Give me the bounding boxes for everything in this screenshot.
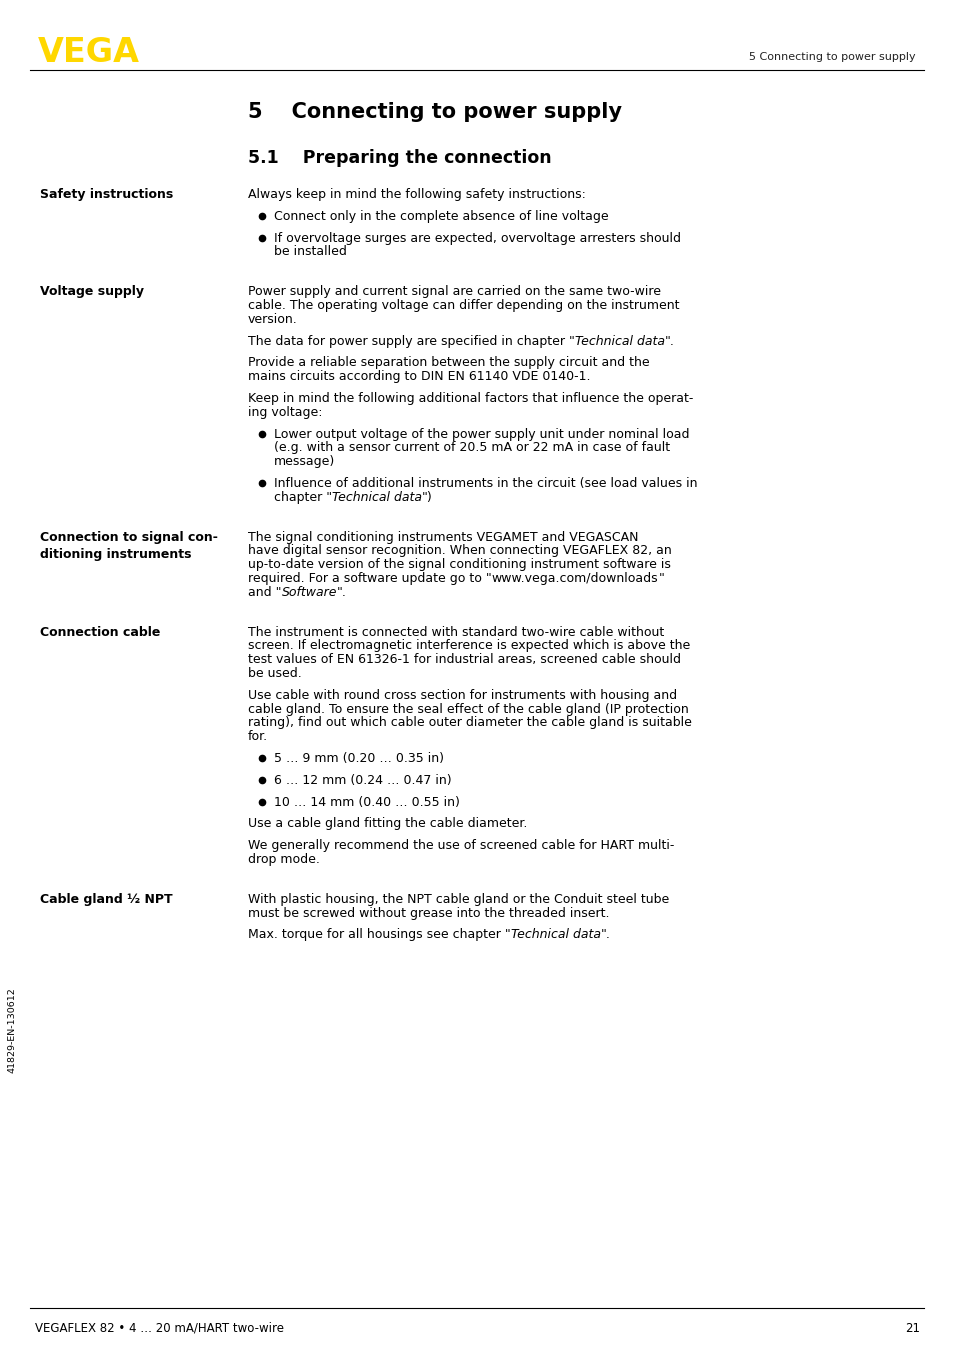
Text: 21: 21 xyxy=(904,1322,919,1335)
Text: Voltage supply: Voltage supply xyxy=(40,286,144,298)
Text: Always keep in mind the following safety instructions:: Always keep in mind the following safety… xyxy=(248,188,585,200)
Text: Software: Software xyxy=(281,586,336,598)
Text: Technical data: Technical data xyxy=(575,334,664,348)
Text: 5    Connecting to power supply: 5 Connecting to power supply xyxy=(248,102,621,122)
Text: ": " xyxy=(658,571,663,585)
Text: 6 … 12 mm (0.24 … 0.47 in): 6 … 12 mm (0.24 … 0.47 in) xyxy=(274,773,451,787)
Text: message): message) xyxy=(274,455,335,468)
Text: cable. The operating voltage can differ depending on the instrument: cable. The operating voltage can differ … xyxy=(248,299,679,311)
Text: Connect only in the complete absence of line voltage: Connect only in the complete absence of … xyxy=(274,210,608,223)
Text: 10 … 14 mm (0.40 … 0.55 in): 10 … 14 mm (0.40 … 0.55 in) xyxy=(274,796,459,808)
Text: The signal conditioning instruments VEGAMET and VEGASCAN: The signal conditioning instruments VEGA… xyxy=(248,531,638,543)
Text: The instrument is connected with standard two-wire cable without: The instrument is connected with standar… xyxy=(248,626,663,639)
Text: Power supply and current signal are carried on the same two-wire: Power supply and current signal are carr… xyxy=(248,286,660,298)
Text: 5.1    Preparing the connection: 5.1 Preparing the connection xyxy=(248,149,551,167)
Text: 5 Connecting to power supply: 5 Connecting to power supply xyxy=(749,51,915,62)
Text: We generally recommend the use of screened cable for HART multi-: We generally recommend the use of screen… xyxy=(248,839,674,852)
Text: Lower output voltage of the power supply unit under nominal load: Lower output voltage of the power supply… xyxy=(274,428,689,440)
Text: Technical data: Technical data xyxy=(332,490,421,504)
Text: rating), find out which cable outer diameter the cable gland is suitable: rating), find out which cable outer diam… xyxy=(248,716,691,730)
Text: screen. If electromagnetic interference is expected which is above the: screen. If electromagnetic interference … xyxy=(248,639,690,653)
Text: The data for power supply are specified in chapter ": The data for power supply are specified … xyxy=(248,334,575,348)
Text: must be screwed without grease into the threaded insert.: must be screwed without grease into the … xyxy=(248,907,609,919)
Text: Technical data: Technical data xyxy=(510,929,600,941)
Text: up-to-date version of the signal conditioning instrument software is: up-to-date version of the signal conditi… xyxy=(248,558,670,571)
Text: ".: ". xyxy=(600,929,610,941)
Text: VEGAFLEX 82 • 4 … 20 mA/HART two-wire: VEGAFLEX 82 • 4 … 20 mA/HART two-wire xyxy=(35,1322,284,1335)
Text: be installed: be installed xyxy=(274,245,347,259)
Text: (e.g. with a sensor current of 20.5 mA or 22 mA in case of fault: (e.g. with a sensor current of 20.5 mA o… xyxy=(274,441,669,455)
Text: If overvoltage surges are expected, overvoltage arresters should: If overvoltage surges are expected, over… xyxy=(274,232,680,245)
Text: With plastic housing, the NPT cable gland or the Conduit steel tube: With plastic housing, the NPT cable glan… xyxy=(248,892,669,906)
Text: have digital sensor recognition. When connecting VEGAFLEX 82, an: have digital sensor recognition. When co… xyxy=(248,544,671,558)
Text: required. For a software update go to ": required. For a software update go to " xyxy=(248,571,491,585)
Text: for.: for. xyxy=(248,730,268,743)
Text: "): ") xyxy=(421,490,433,504)
Text: Keep in mind the following additional factors that influence the operat-: Keep in mind the following additional fa… xyxy=(248,393,693,405)
Text: mains circuits according to DIN EN 61140 VDE 0140-1.: mains circuits according to DIN EN 61140… xyxy=(248,370,590,383)
Text: and ": and " xyxy=(248,586,281,598)
Text: Safety instructions: Safety instructions xyxy=(40,188,173,200)
Text: 41829-EN-130612: 41829-EN-130612 xyxy=(8,987,16,1072)
Text: be used.: be used. xyxy=(248,668,301,680)
Text: Use cable with round cross section for instruments with housing and: Use cable with round cross section for i… xyxy=(248,689,677,701)
Text: version.: version. xyxy=(248,313,297,326)
Text: VEGA: VEGA xyxy=(38,35,140,69)
Text: ".: ". xyxy=(336,586,347,598)
Text: Use a cable gland fitting the cable diameter.: Use a cable gland fitting the cable diam… xyxy=(248,818,527,830)
Text: Connection to signal con-
ditioning instruments: Connection to signal con- ditioning inst… xyxy=(40,531,217,561)
Text: cable gland. To ensure the seal effect of the cable gland (IP protection: cable gland. To ensure the seal effect o… xyxy=(248,703,688,716)
Text: Max. torque for all housings see chapter ": Max. torque for all housings see chapter… xyxy=(248,929,510,941)
Text: Influence of additional instruments in the circuit (see load values in: Influence of additional instruments in t… xyxy=(274,477,697,490)
Text: ing voltage:: ing voltage: xyxy=(248,406,322,418)
Text: www.vega.com/downloads: www.vega.com/downloads xyxy=(491,571,658,585)
Text: Cable gland ½ NPT: Cable gland ½ NPT xyxy=(40,892,172,906)
Text: Provide a reliable separation between the supply circuit and the: Provide a reliable separation between th… xyxy=(248,356,649,370)
Text: test values of EN 61326-1 for industrial areas, screened cable should: test values of EN 61326-1 for industrial… xyxy=(248,653,680,666)
Text: 5 … 9 mm (0.20 … 0.35 in): 5 … 9 mm (0.20 … 0.35 in) xyxy=(274,751,443,765)
Text: drop mode.: drop mode. xyxy=(248,853,319,867)
Text: ".: ". xyxy=(664,334,674,348)
Text: chapter ": chapter " xyxy=(274,490,332,504)
Text: Connection cable: Connection cable xyxy=(40,626,160,639)
